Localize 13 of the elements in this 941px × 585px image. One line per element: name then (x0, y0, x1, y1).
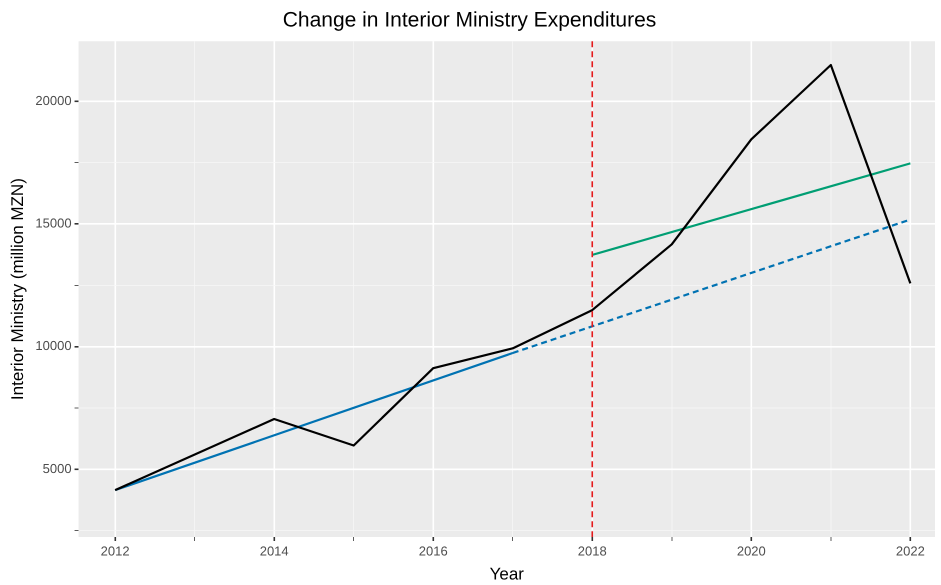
x-tick-label: 2016 (418, 543, 448, 558)
x-tick-label: 2012 (100, 543, 130, 558)
x-tick-label: 2020 (736, 543, 766, 558)
y-axis-title: Interior Ministry (million MZN) (8, 178, 27, 400)
x-tick-label: 2014 (260, 543, 289, 558)
y-tick-label: 10000 (35, 338, 72, 354)
x-tick-label: 2018 (578, 543, 607, 558)
y-tick-label: 20000 (35, 92, 72, 108)
chart-title: Change in Interior Ministry Expenditures (282, 8, 656, 32)
x-tick-label: 2022 (896, 543, 925, 558)
y-tick-label: 5000 (42, 460, 72, 476)
y-tick-label: 15000 (35, 216, 72, 231)
x-axis-title: Year (490, 564, 524, 584)
